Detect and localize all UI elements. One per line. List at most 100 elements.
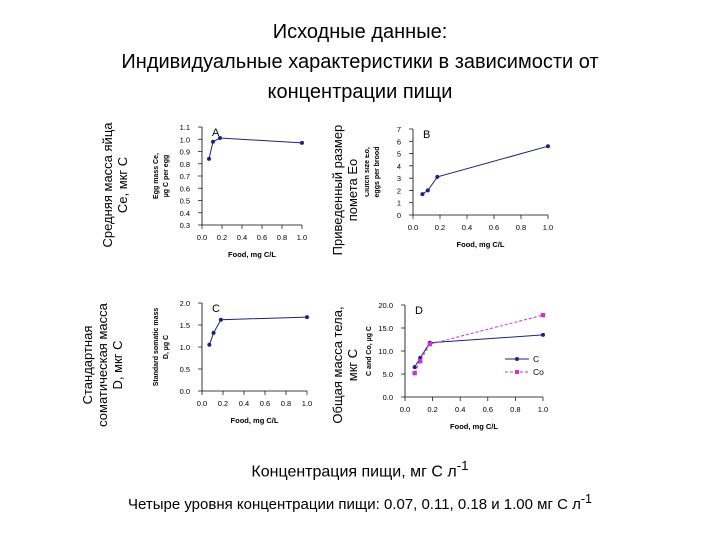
chart-a-y-tick-label: 1.0	[180, 135, 190, 144]
chart-b-y-tick-label: 5	[397, 150, 401, 159]
chart-d-x-tick-label: 1.0	[538, 405, 548, 414]
chart-a-y-tick-label: 0.3	[180, 221, 190, 230]
chart-b-data-point	[435, 174, 440, 179]
chart-a-x-tick-label: 0.4	[237, 233, 247, 242]
chart-a-x-tick-label: 0.2	[217, 233, 227, 242]
chart-b-x-tick-label: 0.8	[516, 223, 526, 232]
chart-c-panel-label: C	[212, 303, 220, 315]
chart-d-data-point	[417, 358, 423, 364]
chart-b-y-tick-label: 1	[397, 199, 401, 208]
chart-a-data-point	[300, 140, 304, 145]
chart-d-series-line-co	[414, 314, 544, 374]
chart-b-x-axis-label: Food, mg C/L	[457, 240, 505, 249]
chart-b-data-point	[425, 188, 430, 193]
chart-d-panel-label: D	[415, 305, 423, 317]
outer-label-bottom-right: Общая масса тела, мкг С	[330, 306, 360, 424]
chart-d-x-tick-label: 0.8	[510, 405, 520, 414]
chart-c-y-tick-label: 0.5	[180, 365, 190, 374]
chart-panel-c: 0.0 0.5 1.0 1.5 2.0 0.0 0.2 0.4 0.6 0.8 1.0 C Food, …	[153, 299, 312, 425]
chart-a-data-point	[211, 139, 215, 144]
chart-c-x-tick-label: 1.0	[302, 399, 312, 408]
chart-d-series-line-c	[414, 334, 544, 368]
chart-d-data-point	[540, 312, 546, 318]
chart-c-x-axis-label: Food, mg C/L	[231, 416, 279, 425]
chart-d-legend-label: C	[533, 354, 539, 364]
chart-c-y-tick-label: 1.5	[180, 321, 190, 330]
chart-c-y-axis-label: Standard somatic mass	[153, 308, 160, 387]
chart-a-panel-label: A	[212, 127, 220, 139]
chart-panel-b: 0 1 2 3 4 5 6 7 0.0 0.2 0.4 0.6 0.8 1.0 B Food, mg C/L C…	[365, 125, 553, 249]
chart-d-x-tick-label: 0.0	[400, 405, 410, 414]
chart-d-x-tick-label: 0.6	[483, 405, 493, 414]
chart-c-series-line-1	[208, 316, 308, 345]
chart-a-x-tick-label: 0.0	[197, 233, 207, 242]
chart-d-x-tick-label: 0.4	[455, 405, 465, 414]
title-line-2: Индивидуальные характеристики в зависимо…	[121, 51, 599, 73]
caption-food-levels: Четыре уровня концентрации пищи: 0.07, 0…	[128, 492, 592, 513]
chart-a-y-tick-label: 0.5	[180, 197, 190, 206]
chart-a-data-point	[207, 156, 211, 161]
chart-a-data-point	[218, 136, 222, 141]
chart-b-data-point	[420, 192, 425, 197]
chart-a-y-axis-label: Egg mass Ce,	[153, 153, 160, 199]
chart-b-y-tick-label: 7	[397, 125, 401, 134]
chart-b-x-tick-label: 1.0	[543, 223, 553, 232]
chart-b-x-tick-label: 0.0	[408, 223, 418, 232]
chart-a-y-tick-label: 0.6	[180, 184, 190, 193]
chart-a-series-line-1	[208, 137, 303, 159]
title-line-1: Исходные данные:	[272, 21, 448, 43]
chart-a-x-tick-label: 1.0	[297, 233, 307, 242]
chart-a-x-tick-label: 0.8	[277, 233, 287, 242]
chart-d-y-tick-label: 15.0	[378, 324, 393, 333]
chart-c-data-point	[218, 317, 223, 322]
chart-d-y-tick-label: 20.0	[378, 301, 393, 310]
caption-food-concentration: Концентрация пищи, мг С л-1	[251, 458, 469, 481]
chart-a-x-axis-label: Food, mg C/L	[228, 250, 276, 259]
chart-c-y-tick-label: 1.0	[180, 343, 190, 352]
chart-b-x-tick-label: 0.2	[435, 223, 445, 232]
chart-d-data-point	[412, 365, 417, 370]
chart-d-y-tick-label: 0.0	[383, 393, 393, 402]
chart-b-series-line-1	[422, 145, 549, 195]
outer-label-top-left: Средняя масса яйца Ce, мкг С	[100, 122, 130, 248]
chart-c-data-point	[305, 315, 309, 320]
outer-label-top-right: Приведенный размер помета Eo	[330, 124, 360, 256]
chart-c-y-tick-label: 0.0	[180, 387, 190, 396]
chart-d-legend-marker	[515, 370, 519, 374]
chart-a-y-axis-label: µg C per egg	[163, 155, 170, 198]
chart-d-x-axis-label: Food, mg C/L	[450, 422, 498, 431]
chart-panel-a: 0.3 0.4 0.5 0.6 0.7 0.8 0.9 1.0 1.1 0.0 0.2 0.4 0.6 0…	[153, 123, 307, 259]
chart-panel-d: 0.0 5.0 10.0 15.0 20.0 0.0 0.2 0.4 0.6 0.8 1.0 D Foo…	[366, 301, 548, 431]
chart-b-y-tick-label: 0	[397, 211, 401, 220]
chart-c-y-tick-label: 2.0	[180, 299, 190, 308]
chart-c-x-tick-label: 0.8	[281, 399, 291, 408]
chart-a-y-tick-label: 0.7	[180, 172, 190, 181]
chart-d-legend-label: Co	[533, 367, 544, 377]
chart-d-y-axis-label: C and Co, µg C	[366, 326, 373, 376]
chart-d-x-tick-label: 0.2	[427, 405, 437, 414]
chart-b-y-tick-label: 4	[397, 162, 401, 171]
chart-d-data-point	[412, 370, 417, 376]
chart-b-panel-label: B	[423, 129, 430, 141]
title-line-3: концентрации пищи	[267, 81, 453, 103]
chart-a-x-tick-label: 0.6	[257, 233, 267, 242]
chart-b-x-tick-label: 0.6	[489, 223, 499, 232]
chart-b-data-point	[546, 144, 550, 149]
chart-b-y-axis-label: Clutch size Eo,	[365, 147, 371, 197]
chart-d-y-tick-label: 10.0	[378, 347, 393, 356]
outer-label-bottom-left: Стандартная соматическая масса D, мкг С	[80, 303, 125, 427]
chart-b-y-tick-label: 2	[397, 186, 401, 195]
chart-a-y-tick-label: 0.9	[180, 148, 190, 157]
chart-a-y-tick-label: 0.4	[180, 209, 190, 218]
chart-d-legend-marker	[515, 357, 519, 361]
chart-c-x-tick-label: 0.6	[260, 399, 270, 408]
chart-c-data-point	[211, 330, 216, 335]
chart-c-x-tick-label: 0.4	[239, 399, 249, 408]
chart-c-x-tick-label: 0.2	[218, 399, 228, 408]
chart-d-y-tick-label: 5.0	[383, 370, 393, 379]
chart-a-y-tick-label: 1.1	[180, 123, 190, 132]
chart-b-y-axis-label: eggs per brood	[374, 147, 381, 198]
chart-b-x-tick-label: 0.4	[462, 223, 472, 232]
chart-b-y-tick-label: 6	[397, 137, 401, 146]
chart-a-y-tick-label: 0.8	[180, 160, 190, 169]
